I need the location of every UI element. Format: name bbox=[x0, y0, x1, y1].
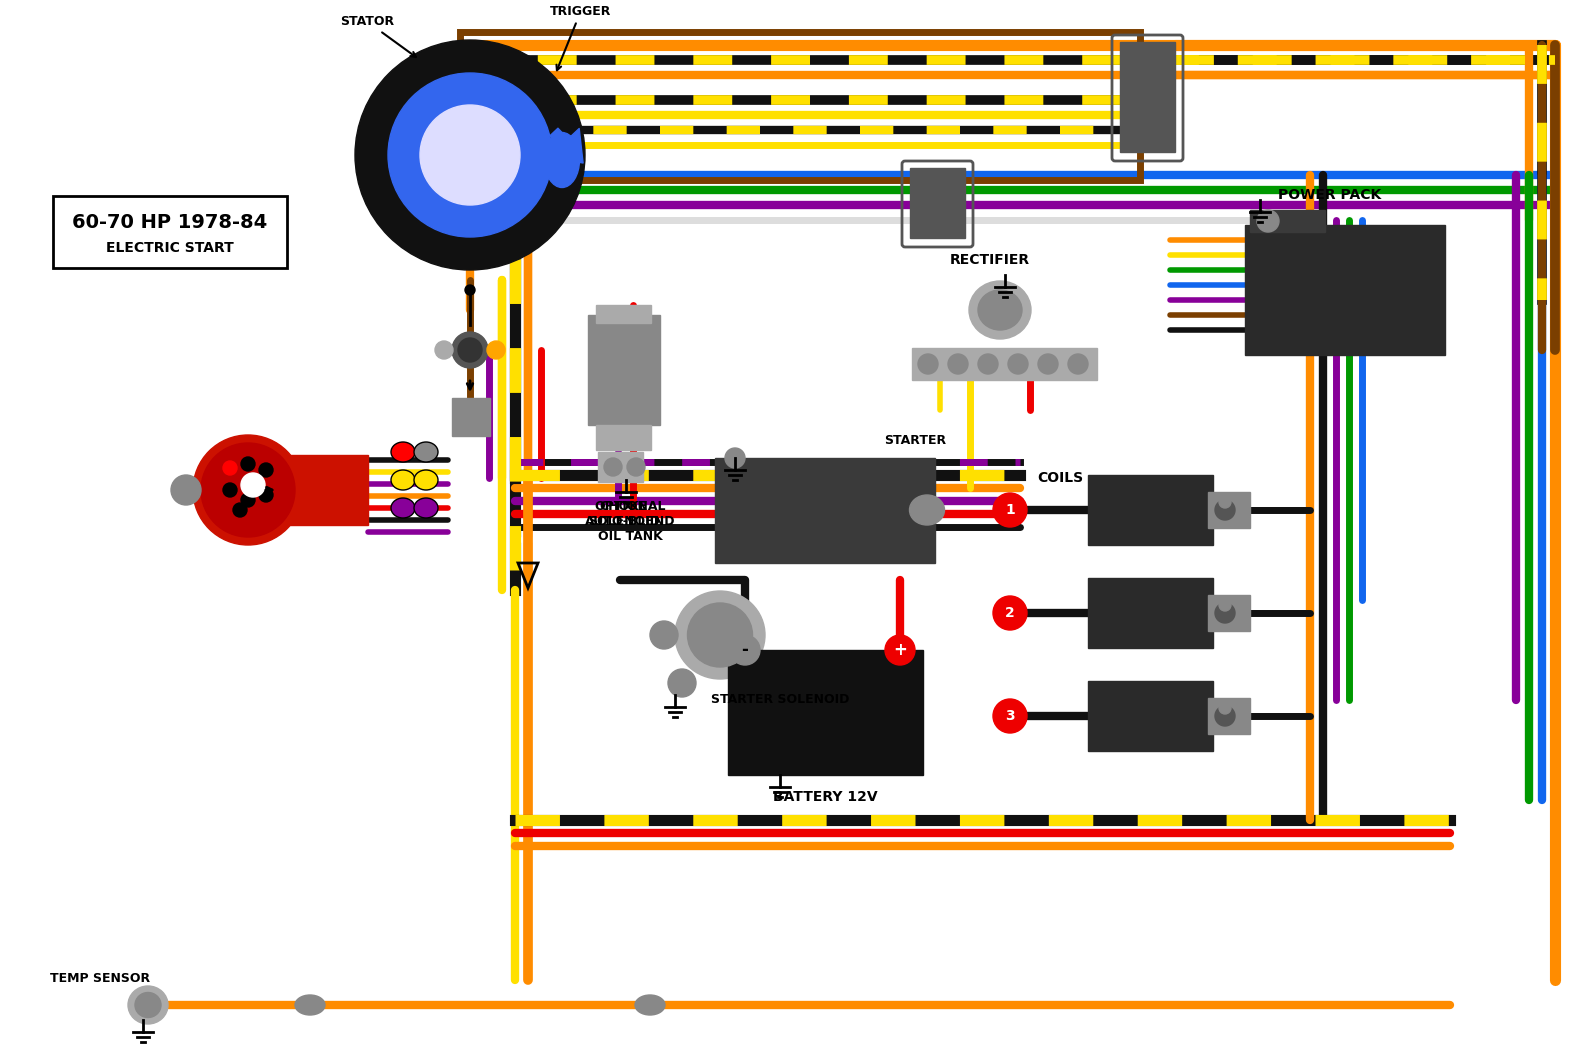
Circle shape bbox=[604, 458, 622, 476]
Ellipse shape bbox=[414, 498, 438, 518]
Ellipse shape bbox=[452, 332, 488, 368]
Bar bbox=[588, 315, 660, 425]
Ellipse shape bbox=[687, 603, 752, 667]
Circle shape bbox=[1258, 210, 1278, 232]
Bar bbox=[728, 650, 923, 775]
Ellipse shape bbox=[458, 338, 482, 362]
FancyBboxPatch shape bbox=[52, 195, 287, 268]
Ellipse shape bbox=[634, 995, 665, 1015]
Circle shape bbox=[993, 596, 1028, 630]
Bar bbox=[715, 458, 936, 563]
Bar bbox=[1209, 698, 1250, 734]
Text: -: - bbox=[742, 641, 749, 659]
Bar bbox=[1088, 475, 1213, 545]
Circle shape bbox=[885, 635, 915, 665]
Circle shape bbox=[668, 669, 696, 697]
Ellipse shape bbox=[969, 281, 1031, 339]
Ellipse shape bbox=[909, 495, 945, 526]
Circle shape bbox=[650, 621, 677, 650]
Circle shape bbox=[1220, 599, 1231, 611]
Circle shape bbox=[420, 105, 520, 205]
Circle shape bbox=[1215, 500, 1235, 520]
Ellipse shape bbox=[135, 992, 162, 1017]
Bar bbox=[1088, 578, 1213, 648]
Text: STARTER SOLENOID: STARTER SOLENOID bbox=[711, 693, 849, 706]
Circle shape bbox=[171, 475, 201, 504]
Circle shape bbox=[259, 488, 273, 502]
Bar bbox=[1245, 225, 1445, 355]
Bar bbox=[596, 425, 650, 450]
Circle shape bbox=[918, 354, 937, 374]
Circle shape bbox=[259, 463, 273, 477]
Circle shape bbox=[241, 457, 255, 471]
Circle shape bbox=[389, 73, 552, 236]
Circle shape bbox=[465, 285, 474, 295]
Circle shape bbox=[993, 699, 1028, 733]
Bar bbox=[912, 348, 1098, 380]
Circle shape bbox=[1220, 702, 1231, 714]
Ellipse shape bbox=[979, 290, 1021, 330]
Text: BATTERY 12V: BATTERY 12V bbox=[772, 790, 877, 804]
Bar bbox=[1088, 681, 1213, 751]
Circle shape bbox=[487, 341, 504, 359]
Circle shape bbox=[233, 503, 247, 517]
Text: +: + bbox=[893, 641, 907, 659]
Circle shape bbox=[1220, 496, 1231, 508]
Text: OPTIONAL
AUTO-BLEND
OIL TANK: OPTIONAL AUTO-BLEND OIL TANK bbox=[585, 500, 676, 543]
FancyArrowPatch shape bbox=[549, 128, 584, 163]
Circle shape bbox=[435, 341, 454, 359]
Circle shape bbox=[993, 493, 1028, 527]
Circle shape bbox=[241, 473, 265, 497]
Ellipse shape bbox=[414, 442, 438, 462]
Text: CHOKE
SOLENOID: CHOKE SOLENOID bbox=[588, 500, 660, 528]
Bar bbox=[596, 305, 650, 323]
Bar bbox=[238, 455, 368, 526]
Circle shape bbox=[1009, 354, 1028, 374]
Text: POWER PACK: POWER PACK bbox=[1278, 188, 1381, 202]
Ellipse shape bbox=[392, 442, 416, 462]
Circle shape bbox=[224, 483, 236, 497]
Ellipse shape bbox=[544, 132, 579, 187]
Ellipse shape bbox=[392, 498, 416, 518]
Text: STATOR: STATOR bbox=[339, 15, 416, 57]
Ellipse shape bbox=[295, 995, 325, 1015]
Bar bbox=[1120, 42, 1175, 152]
Circle shape bbox=[201, 444, 295, 537]
Text: TEMP SENSOR: TEMP SENSOR bbox=[49, 971, 151, 985]
Ellipse shape bbox=[414, 470, 438, 490]
Circle shape bbox=[979, 354, 998, 374]
Bar bbox=[910, 168, 964, 238]
Circle shape bbox=[730, 635, 760, 665]
Text: 2: 2 bbox=[1006, 606, 1015, 620]
Text: STARTER: STARTER bbox=[883, 433, 947, 447]
Bar bbox=[1209, 492, 1250, 528]
Ellipse shape bbox=[392, 470, 416, 490]
Circle shape bbox=[725, 448, 745, 468]
Text: ELECTRIC START: ELECTRIC START bbox=[106, 241, 233, 255]
Text: RECTIFIER: RECTIFIER bbox=[950, 253, 1029, 267]
Ellipse shape bbox=[128, 986, 168, 1024]
Bar bbox=[460, 32, 1140, 180]
Circle shape bbox=[1067, 354, 1088, 374]
Circle shape bbox=[626, 458, 646, 476]
Bar bbox=[598, 452, 642, 482]
Circle shape bbox=[241, 493, 255, 507]
Circle shape bbox=[948, 354, 967, 374]
Text: 1: 1 bbox=[1006, 503, 1015, 517]
Text: 60-70 HP 1978-84: 60-70 HP 1978-84 bbox=[73, 212, 268, 231]
Circle shape bbox=[1215, 706, 1235, 726]
Circle shape bbox=[1215, 603, 1235, 623]
Ellipse shape bbox=[676, 591, 764, 679]
Bar bbox=[1209, 595, 1250, 631]
Text: 3: 3 bbox=[1006, 709, 1015, 723]
Circle shape bbox=[224, 461, 236, 475]
Circle shape bbox=[1037, 354, 1058, 374]
Text: COILS: COILS bbox=[1037, 471, 1083, 485]
Text: TRIGGER: TRIGGER bbox=[550, 5, 611, 70]
Bar bbox=[1250, 210, 1324, 232]
Circle shape bbox=[193, 435, 303, 545]
Circle shape bbox=[355, 40, 585, 270]
Bar bbox=[452, 398, 490, 436]
